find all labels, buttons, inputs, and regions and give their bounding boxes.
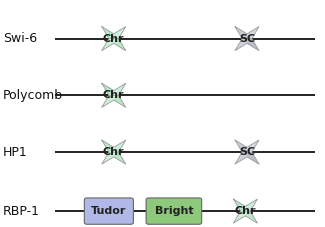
- Polygon shape: [114, 39, 126, 51]
- Polygon shape: [245, 199, 257, 211]
- Polygon shape: [233, 199, 245, 211]
- Text: Chr: Chr: [103, 90, 124, 100]
- Text: SC: SC: [239, 34, 255, 44]
- Text: Chr: Chr: [103, 147, 124, 157]
- Text: RBP-1: RBP-1: [3, 205, 40, 218]
- Polygon shape: [235, 39, 247, 51]
- Polygon shape: [114, 140, 126, 152]
- Polygon shape: [247, 152, 259, 164]
- Text: Tudor: Tudor: [91, 206, 126, 216]
- Text: Chr: Chr: [103, 34, 124, 44]
- Polygon shape: [235, 27, 247, 39]
- Polygon shape: [114, 83, 126, 95]
- Polygon shape: [102, 152, 114, 164]
- Polygon shape: [245, 211, 257, 223]
- Text: SC: SC: [239, 147, 255, 157]
- Polygon shape: [114, 152, 126, 164]
- Text: Chr: Chr: [235, 206, 256, 216]
- FancyBboxPatch shape: [84, 198, 134, 224]
- Polygon shape: [114, 95, 126, 107]
- Text: Swi-6: Swi-6: [3, 32, 37, 45]
- Polygon shape: [235, 140, 247, 152]
- Polygon shape: [102, 39, 114, 51]
- Polygon shape: [102, 27, 114, 39]
- Text: Bright: Bright: [155, 206, 193, 216]
- Polygon shape: [102, 95, 114, 107]
- Polygon shape: [114, 27, 126, 39]
- Polygon shape: [233, 211, 245, 223]
- Polygon shape: [235, 152, 247, 164]
- Text: Polycomb: Polycomb: [3, 89, 63, 102]
- Polygon shape: [102, 140, 114, 152]
- Polygon shape: [247, 140, 259, 152]
- Polygon shape: [247, 39, 259, 51]
- Polygon shape: [102, 83, 114, 95]
- FancyBboxPatch shape: [146, 198, 202, 224]
- Polygon shape: [247, 27, 259, 39]
- Text: HP1: HP1: [3, 146, 28, 159]
